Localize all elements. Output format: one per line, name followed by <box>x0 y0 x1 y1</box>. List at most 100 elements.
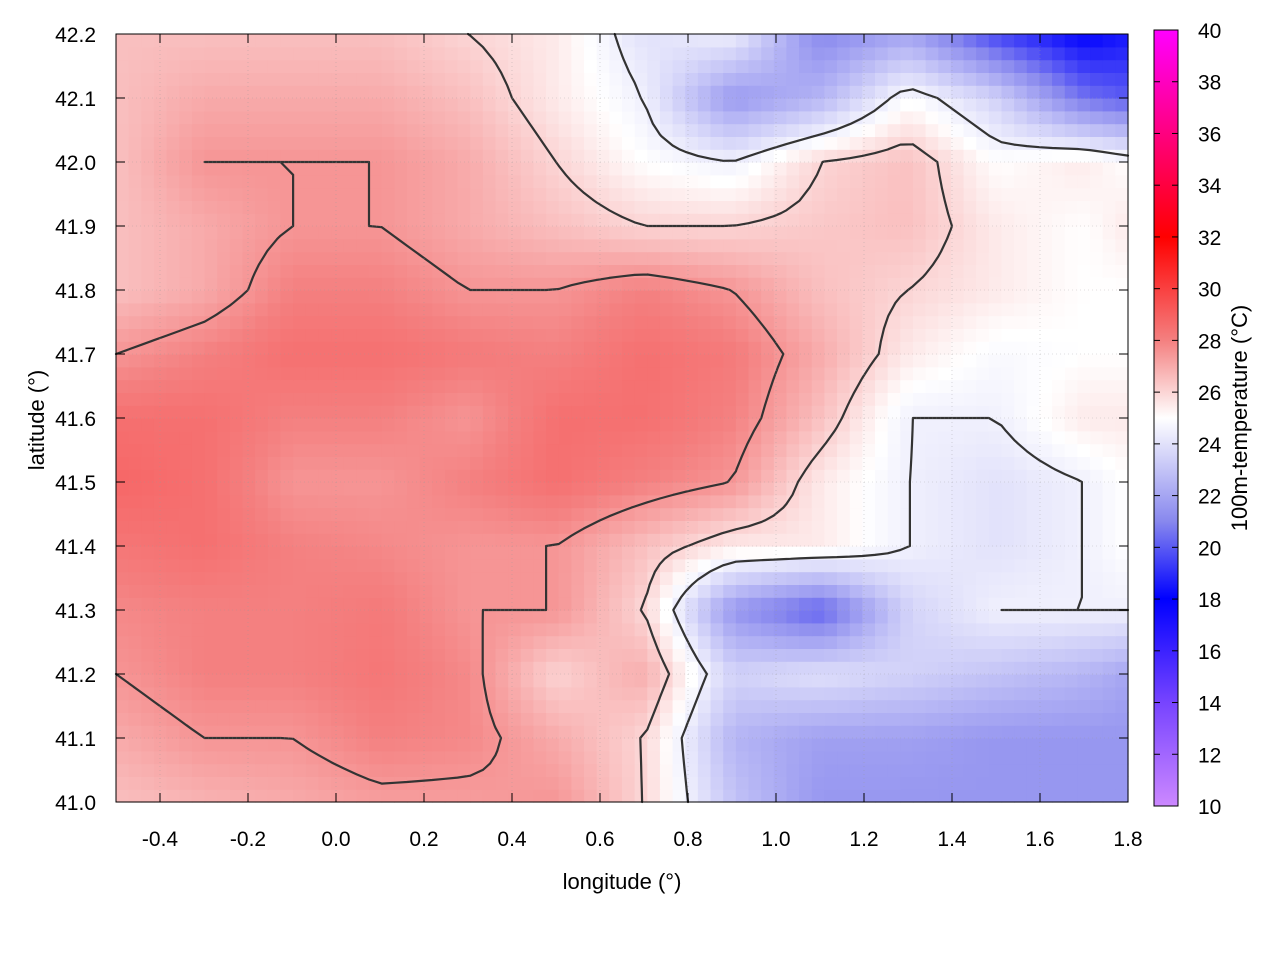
heatmap-cell <box>773 789 788 803</box>
heatmap-cell <box>141 610 155 624</box>
heatmap-cell <box>179 302 193 317</box>
heatmap-cell <box>394 328 408 342</box>
heatmap-cell <box>166 123 180 137</box>
heatmap-cell <box>1052 584 1066 598</box>
heatmap-cell <box>1039 213 1053 227</box>
heatmap-cell <box>862 277 876 291</box>
heatmap-cell <box>659 290 674 304</box>
heatmap-cell <box>697 725 712 739</box>
heatmap-cell <box>558 546 572 560</box>
heatmap-cell <box>938 123 952 137</box>
heatmap-cell <box>482 315 497 329</box>
heatmap-cell <box>457 725 471 739</box>
heatmap-cell <box>546 776 560 790</box>
heatmap-cell <box>875 123 889 137</box>
heatmap-cell <box>457 98 471 112</box>
heatmap-cell <box>1077 251 1091 265</box>
heatmap-cell <box>659 789 674 803</box>
heatmap-cell <box>229 469 244 483</box>
heatmap-cell <box>1026 238 1041 253</box>
heatmap-cell <box>242 738 256 752</box>
heatmap-cell <box>1090 213 1104 227</box>
heatmap-cell <box>318 738 332 752</box>
heatmap-cell <box>318 789 332 803</box>
heatmap-cell <box>622 648 636 662</box>
heatmap-cell <box>508 264 522 278</box>
heatmap-cell <box>533 674 547 688</box>
heatmap-cell <box>369 533 383 547</box>
heatmap-cell <box>204 520 218 534</box>
heatmap-cell <box>331 725 345 739</box>
heatmap-cell <box>875 571 889 585</box>
heatmap-cell <box>444 469 459 483</box>
heatmap-cell <box>1115 226 1129 240</box>
heatmap-cell <box>596 725 610 739</box>
heatmap-cell <box>875 405 889 419</box>
heatmap-cell <box>988 712 1003 726</box>
heatmap-cell <box>305 226 319 240</box>
heatmap-cell <box>811 469 825 483</box>
heatmap-cell <box>444 418 459 432</box>
heatmap-cell <box>849 533 863 547</box>
heatmap-cell <box>546 315 560 329</box>
heatmap-cell <box>166 264 180 278</box>
heatmap-cell <box>622 469 636 483</box>
heatmap-cell <box>887 123 901 137</box>
heatmap-cell <box>571 149 585 163</box>
heatmap-cell <box>495 366 509 381</box>
heatmap-cell <box>900 622 914 637</box>
heatmap-cell <box>546 430 560 445</box>
heatmap-cell <box>862 123 876 137</box>
heatmap-cell <box>331 418 345 432</box>
heatmap-cell <box>875 789 889 803</box>
heatmap-cell <box>166 763 180 777</box>
heatmap-cell <box>369 379 383 393</box>
heatmap-cell <box>672 354 686 368</box>
heatmap-cell <box>837 187 851 201</box>
heatmap-cell <box>141 635 155 649</box>
heatmap-cell <box>191 622 206 637</box>
heatmap-cell <box>622 610 636 624</box>
heatmap-cell <box>824 59 838 73</box>
heatmap-cell <box>204 213 218 227</box>
heatmap-cell <box>229 149 244 163</box>
heatmap-cell <box>356 546 370 560</box>
heatmap-cell <box>470 213 484 227</box>
heatmap-cell <box>242 174 256 189</box>
heatmap-cell <box>875 776 889 790</box>
heatmap-cell <box>1115 366 1129 381</box>
heatmap-cell <box>116 546 130 560</box>
heatmap-cell <box>596 302 610 317</box>
heatmap-cell <box>634 392 648 406</box>
heatmap-cell <box>141 328 155 342</box>
heatmap-cell <box>976 571 990 585</box>
heatmap-cell <box>963 635 977 649</box>
heatmap-cell <box>735 776 750 790</box>
heatmap-cell <box>1102 238 1116 253</box>
heatmap-cell <box>128 507 142 521</box>
heatmap-cell <box>887 584 901 598</box>
heatmap-cell <box>1001 149 1015 163</box>
heatmap-cell <box>1001 725 1015 739</box>
heatmap-cell <box>229 546 244 560</box>
heatmap-cell <box>584 661 598 675</box>
heatmap-cell <box>229 213 244 227</box>
heatmap-cell <box>204 405 218 419</box>
heatmap-cell <box>520 341 535 355</box>
heatmap-cell <box>862 238 876 253</box>
heatmap-cell <box>255 686 269 701</box>
heatmap-cell <box>685 610 699 624</box>
heatmap-cell <box>191 661 206 675</box>
heatmap-cell <box>862 546 876 560</box>
heatmap-cell <box>116 379 130 393</box>
heatmap-cell <box>1090 712 1104 726</box>
heatmap-cell <box>837 98 851 112</box>
heatmap-cell <box>735 699 750 713</box>
heatmap-cell <box>1014 405 1028 419</box>
heatmap-cell <box>267 226 282 240</box>
heatmap-cell <box>318 494 332 509</box>
heatmap-cell <box>824 174 838 189</box>
heatmap-cell <box>875 597 889 611</box>
heatmap-cell <box>242 469 256 483</box>
heatmap-cell <box>710 379 724 393</box>
